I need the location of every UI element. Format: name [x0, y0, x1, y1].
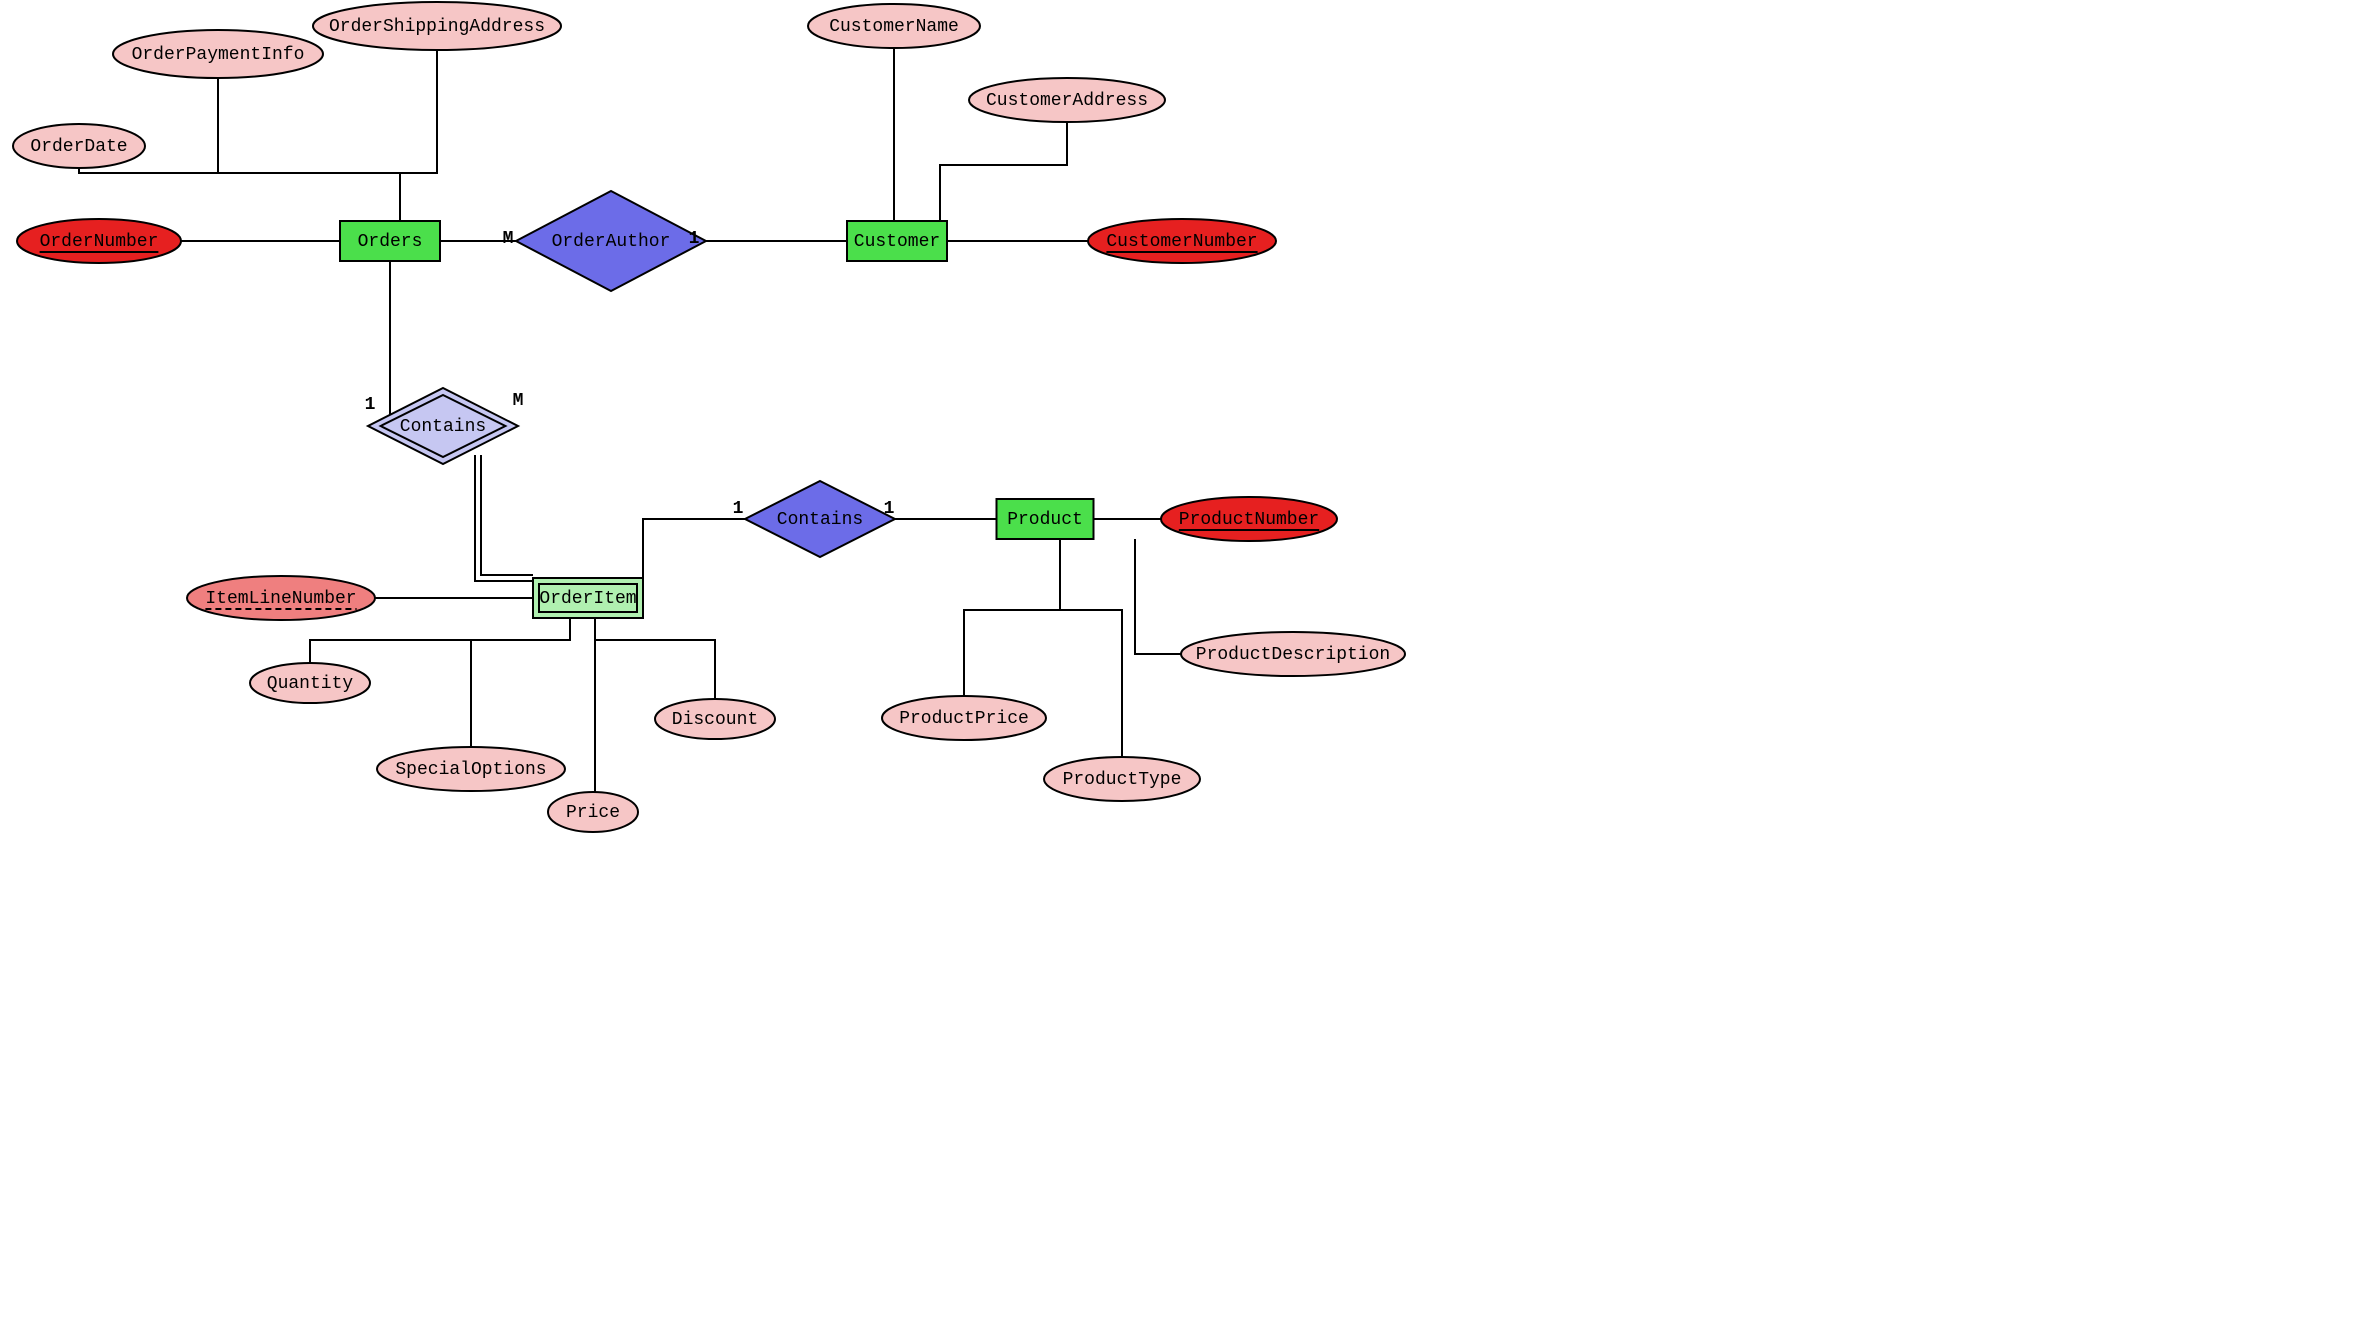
svg-text:Contains: Contains [400, 417, 486, 437]
svg-text:CustomerAddress: CustomerAddress [986, 91, 1148, 111]
svg-text:M: M [513, 391, 524, 411]
svg-text:SpecialOptions: SpecialOptions [395, 760, 546, 780]
svg-text:OrderPaymentInfo: OrderPaymentInfo [132, 45, 305, 65]
svg-text:ItemLineNumber: ItemLineNumber [205, 589, 356, 609]
svg-text:Orders: Orders [358, 232, 423, 252]
svg-text:ProductNumber: ProductNumber [1179, 510, 1319, 530]
svg-text:M: M [503, 229, 514, 249]
svg-text:Customer: Customer [854, 232, 940, 252]
svg-text:ProductPrice: ProductPrice [899, 709, 1029, 729]
svg-text:Quantity: Quantity [267, 674, 354, 694]
svg-text:ProductDescription: ProductDescription [1196, 645, 1390, 665]
svg-text:OrderAuthor: OrderAuthor [552, 232, 671, 252]
svg-text:ProductType: ProductType [1063, 770, 1182, 790]
svg-text:Discount: Discount [672, 710, 758, 730]
svg-text:Price: Price [566, 803, 620, 823]
svg-text:1: 1 [733, 499, 744, 519]
svg-text:1: 1 [689, 229, 700, 249]
attributes-layer [13, 2, 1405, 832]
svg-text:1: 1 [884, 499, 895, 519]
svg-text:CustomerName: CustomerName [829, 17, 959, 37]
svg-text:1: 1 [365, 395, 376, 415]
svg-text:Product: Product [1007, 510, 1083, 530]
svg-text:OrderItem: OrderItem [539, 589, 636, 609]
svg-text:CustomerNumber: CustomerNumber [1106, 232, 1257, 252]
svg-text:Contains: Contains [777, 510, 863, 530]
er-diagram-canvas: OrderNumber OrderDate OrderPaymentInfo Orde… [0, 0, 1476, 836]
svg-text:OrderShippingAddress: OrderShippingAddress [329, 17, 545, 37]
svg-text:OrderDate: OrderDate [30, 137, 127, 157]
svg-text:OrderNumber: OrderNumber [40, 232, 159, 252]
